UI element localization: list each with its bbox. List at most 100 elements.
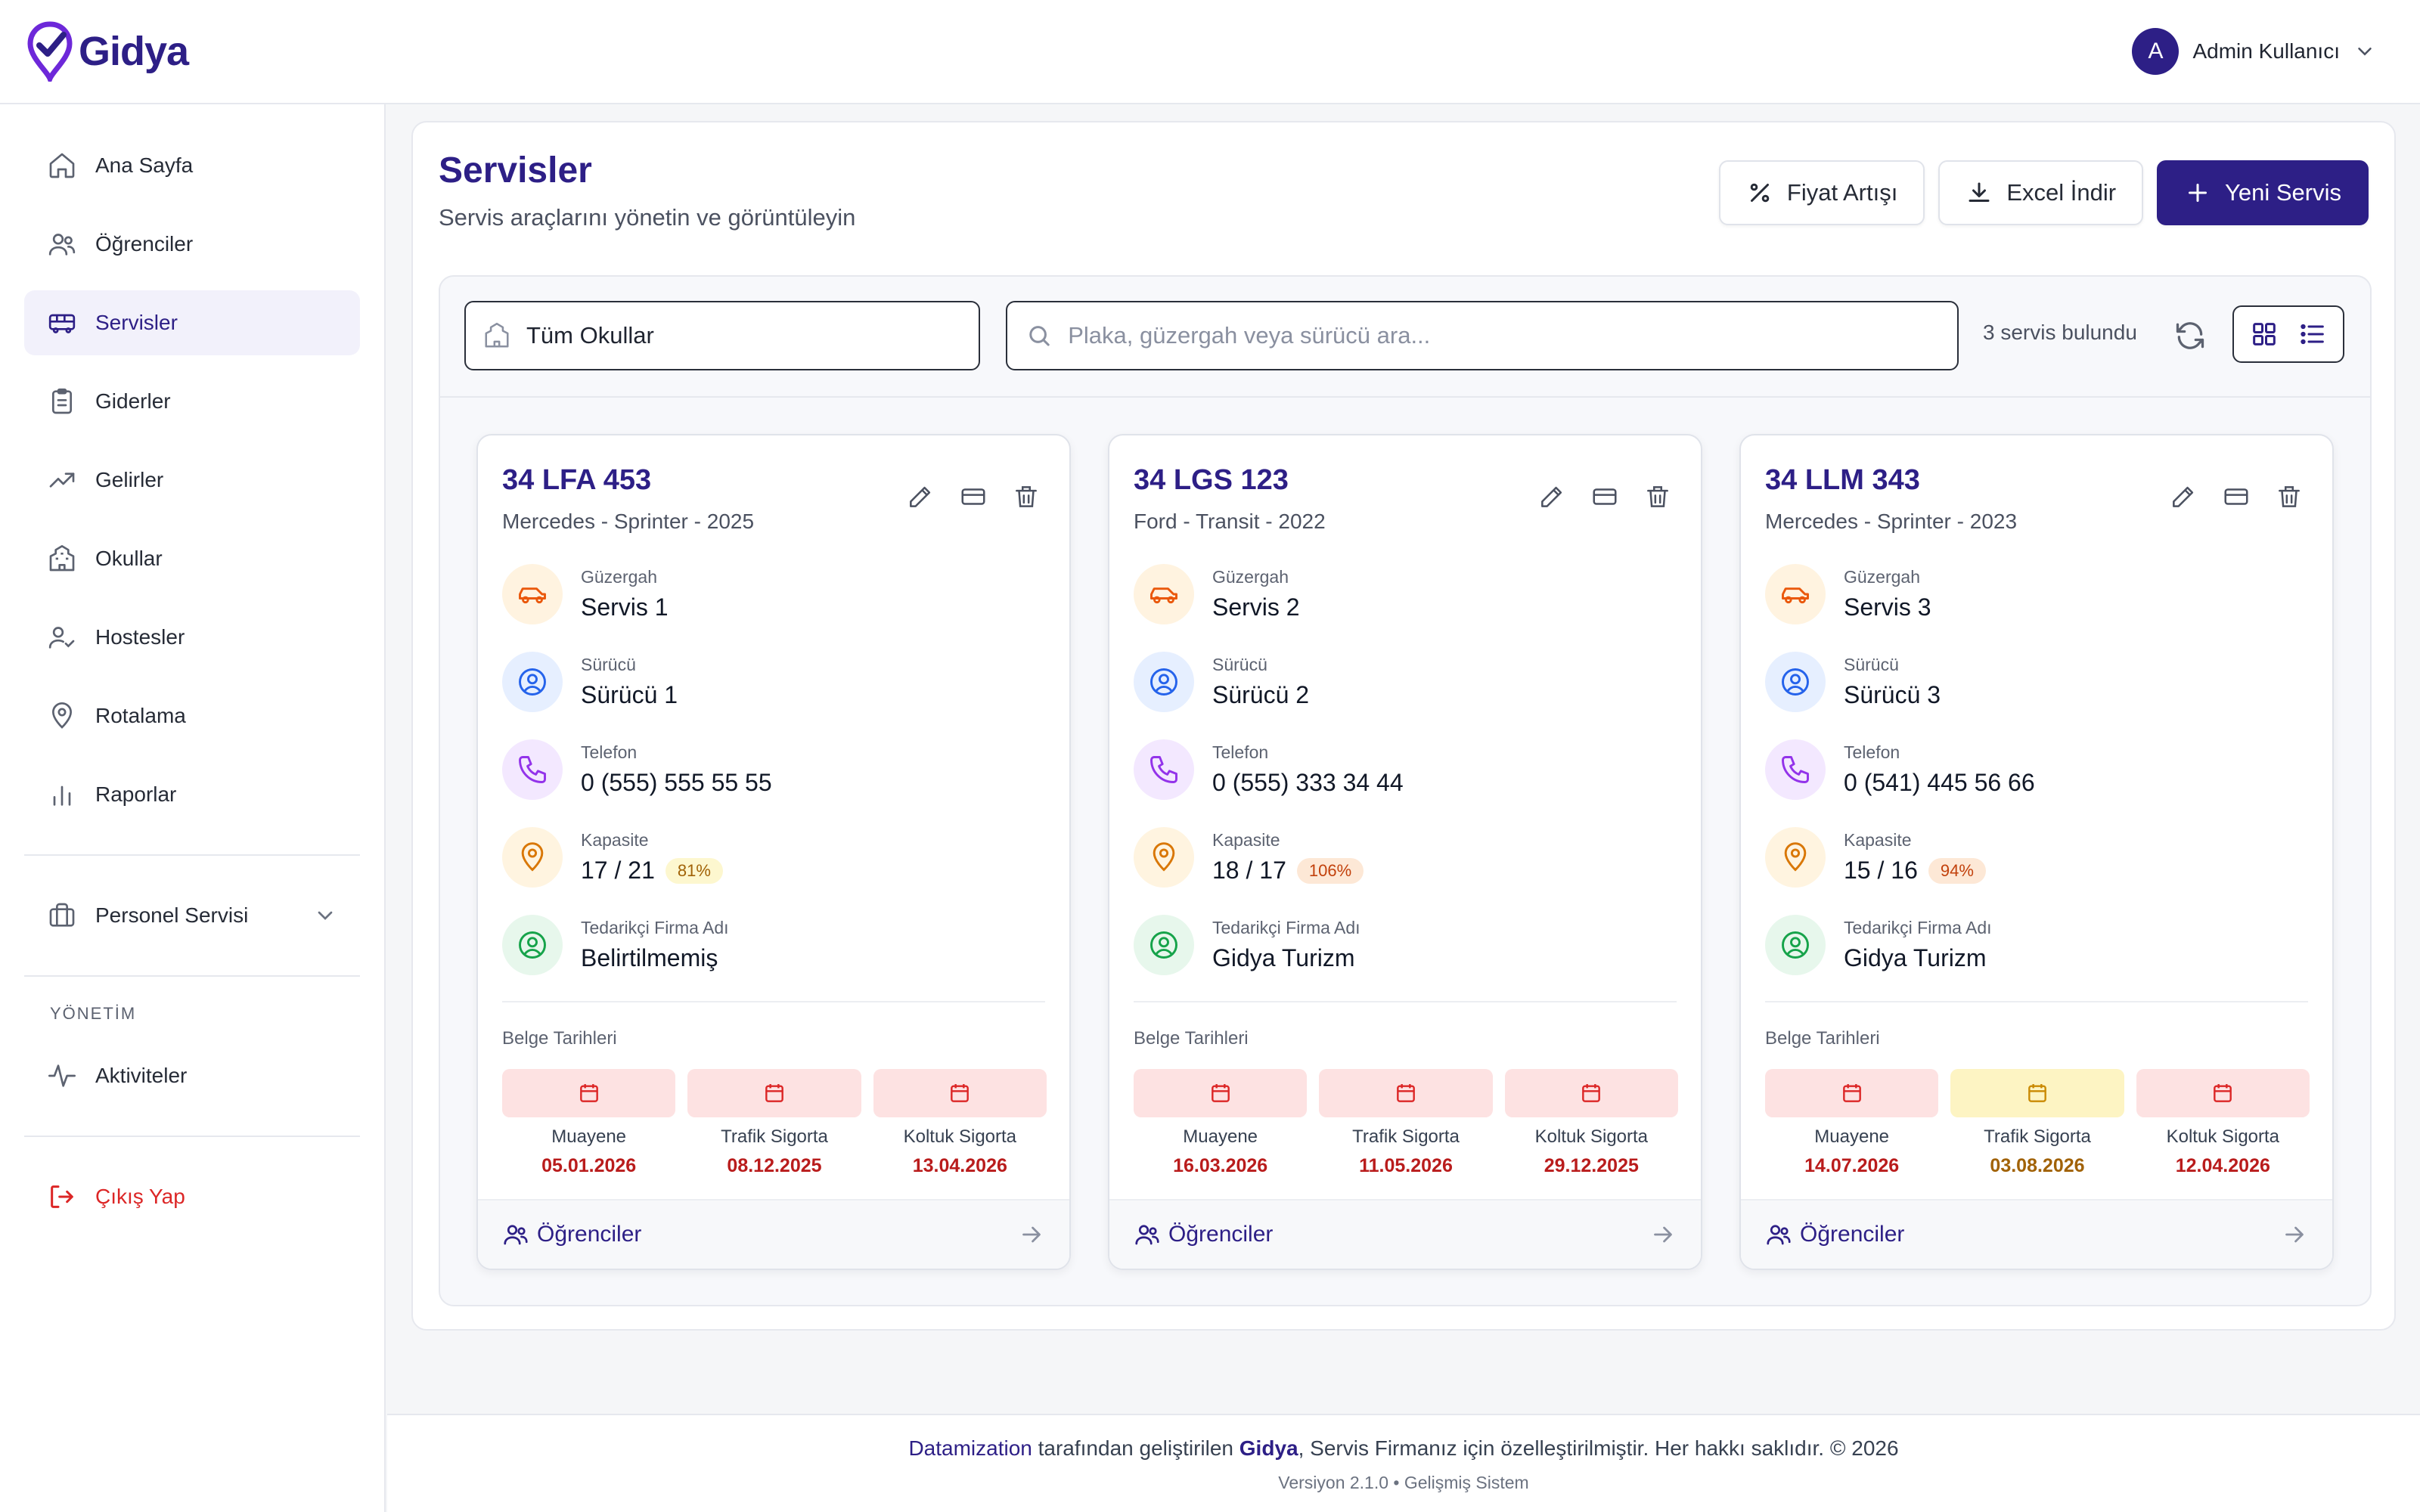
page-title: Servisler bbox=[439, 150, 592, 191]
price-increase-button[interactable]: Fiyat Artışı bbox=[1718, 160, 1925, 225]
phone-value: 0 (555) 555 55 55 bbox=[581, 769, 772, 796]
supplier-info: Tedarikçi Firma Adı Gidya Turizm bbox=[1765, 915, 1992, 975]
card-actions bbox=[1537, 482, 1672, 511]
info-label: Tedarikçi Firma Adı bbox=[581, 918, 729, 937]
info-label: Telefon bbox=[581, 742, 638, 762]
school-select-value: Tüm Okullar bbox=[526, 322, 654, 349]
supplier-value: Belirtilmemiş bbox=[581, 944, 718, 971]
sidebar-item-hostesses[interactable]: Hostesler bbox=[24, 605, 360, 670]
driver-info: Sürücü Sürücü 2 bbox=[1134, 652, 1309, 712]
edit-icon[interactable] bbox=[1537, 482, 1566, 511]
chevron-down-icon bbox=[2358, 48, 2372, 56]
sidebar-item-home[interactable]: Ana Sayfa bbox=[24, 133, 360, 198]
map-pin-icon bbox=[1134, 827, 1194, 888]
trash-icon[interactable] bbox=[1643, 482, 1672, 511]
service-card[interactable]: 34 LFA 453 Mercedes - Sprinter - 2025 Gü… bbox=[476, 434, 1071, 1270]
brand[interactable]: Gidya bbox=[26, 21, 189, 82]
docs-label: Belge Tarihleri bbox=[1134, 1028, 1249, 1049]
service-card[interactable]: 34 LLM 343 Mercedes - Sprinter - 2023 Gü… bbox=[1739, 434, 2334, 1270]
info-label: Kapasite bbox=[581, 830, 649, 850]
footer-version: Versiyon 2.1.0 • Gelişmiş Sistem bbox=[1278, 1473, 1529, 1492]
sidebar-item-income[interactable]: Gelirler bbox=[24, 448, 360, 513]
sidebar-item-personnel[interactable]: Personel Servisi bbox=[24, 883, 360, 948]
route-value: Servis 1 bbox=[581, 593, 669, 621]
sidebar-item-services[interactable]: Servisler bbox=[24, 290, 360, 355]
doc-name: Muayene bbox=[1183, 1126, 1258, 1147]
school-select[interactable]: Tüm Okullar bbox=[464, 301, 980, 370]
card-payment-icon[interactable] bbox=[959, 482, 988, 511]
doc-date: 12.04.2026 bbox=[2175, 1155, 2270, 1176]
refresh-icon[interactable] bbox=[2173, 319, 2207, 352]
sidebar-item-expenses[interactable]: Giderler bbox=[24, 369, 360, 434]
arrow-right-icon bbox=[1654, 1226, 1672, 1243]
doc-name: Koltuk Sigorta bbox=[2166, 1126, 2280, 1147]
sidebar: Ana Sayfa Öğrenciler Servisler Giderler … bbox=[0, 104, 386, 1512]
route-value: Servis 3 bbox=[1844, 593, 1931, 621]
button-label: Yeni Servis bbox=[2225, 179, 2341, 206]
excel-download-button[interactable]: Excel İndir bbox=[1938, 160, 2144, 225]
doc-name: Trafik Sigorta bbox=[1984, 1126, 2091, 1147]
edit-icon[interactable] bbox=[906, 482, 935, 511]
users-icon bbox=[1767, 1225, 1791, 1245]
car-icon bbox=[1765, 564, 1826, 624]
sidebar-item-schools[interactable]: Okullar bbox=[24, 526, 360, 591]
doc-date: 03.08.2026 bbox=[1990, 1155, 2085, 1176]
doc-name: Koltuk Sigorta bbox=[903, 1126, 1017, 1147]
doc-seat-insurance[interactable]: Koltuk Sigorta 12.04.2026 bbox=[2136, 1069, 2310, 1177]
logo-icon bbox=[27, 21, 73, 82]
doc-inspection[interactable]: Muayene 16.03.2026 bbox=[1134, 1069, 1308, 1177]
sidebar-item-students[interactable]: Öğrenciler bbox=[24, 212, 360, 277]
new-service-button[interactable]: Yeni Servis bbox=[2157, 160, 2369, 225]
doc-seat-insurance[interactable]: Koltuk Sigorta 13.04.2026 bbox=[873, 1069, 1047, 1177]
sidebar-item-label: Hostesler bbox=[95, 625, 185, 649]
doc-traffic-insurance[interactable]: Trafik Sigorta 11.05.2026 bbox=[1319, 1069, 1493, 1177]
card-payment-icon[interactable] bbox=[1590, 482, 1619, 511]
students-link[interactable]: Öğrenciler bbox=[478, 1199, 1069, 1269]
driver-value: Sürücü 1 bbox=[581, 681, 678, 708]
button-label: Excel İndir bbox=[2006, 179, 2117, 206]
list-view-icon[interactable] bbox=[2297, 319, 2328, 349]
view-toggle bbox=[2232, 305, 2344, 363]
bar-chart-icon bbox=[53, 785, 71, 806]
supplier-info: Tedarikçi Firma Adı Belirtilmemiş bbox=[502, 915, 729, 975]
info-label: Sürücü bbox=[581, 655, 636, 674]
sidebar-item-label: Gelirler bbox=[95, 468, 164, 491]
doc-traffic-insurance[interactable]: Trafik Sigorta 08.12.2025 bbox=[687, 1069, 861, 1177]
sidebar-item-activities[interactable]: Aktiviteler bbox=[24, 1043, 360, 1108]
doc-inspection[interactable]: Muayene 05.01.2026 bbox=[502, 1069, 676, 1177]
footer-text: tarafından geliştirilen bbox=[1032, 1436, 1239, 1460]
document-dates: Muayene 05.01.2026 Trafik Sigorta 08.12.… bbox=[502, 1069, 1047, 1177]
percent-icon bbox=[1750, 183, 1770, 203]
sidebar-item-logout[interactable]: Çıkış Yap bbox=[24, 1164, 360, 1229]
students-link[interactable]: Öğrenciler bbox=[1741, 1199, 2332, 1269]
calendar-icon bbox=[687, 1069, 861, 1117]
edit-icon[interactable] bbox=[2169, 482, 2198, 511]
user-check-icon bbox=[48, 627, 75, 649]
page-subtitle: Servis araçlarını yönetin ve görüntüleyi… bbox=[439, 204, 856, 231]
users-icon bbox=[1135, 1225, 1159, 1245]
sidebar-item-reports[interactable]: Raporlar bbox=[24, 762, 360, 827]
doc-inspection[interactable]: Muayene 14.07.2026 bbox=[1765, 1069, 1939, 1177]
sidebar-item-label: Ana Sayfa bbox=[95, 153, 194, 177]
user-menu[interactable]: A Admin Kullanıcı bbox=[2132, 28, 2394, 75]
school-icon bbox=[485, 322, 509, 348]
services-container: Tüm Okullar 3 servis bulundu 34 LFA 453 … bbox=[439, 275, 2372, 1306]
phone-value: 0 (541) 445 56 66 bbox=[1844, 769, 2035, 796]
grid-view-icon[interactable] bbox=[2249, 319, 2279, 349]
user-name: Admin Kullanıcı bbox=[2192, 39, 2340, 63]
sidebar-item-routing[interactable]: Rotalama bbox=[24, 683, 360, 748]
search-input[interactable] bbox=[1068, 322, 1939, 349]
user-circle-icon bbox=[502, 915, 563, 975]
phone-icon bbox=[1765, 739, 1826, 800]
card-payment-icon[interactable] bbox=[2222, 482, 2251, 511]
footer-company[interactable]: Datamization bbox=[908, 1436, 1032, 1460]
footer-text: , Servis Firmanız için özelleştirilmişti… bbox=[1298, 1436, 1899, 1460]
card-divider bbox=[502, 1001, 1045, 1002]
students-link[interactable]: Öğrenciler bbox=[1109, 1199, 1701, 1269]
trash-icon[interactable] bbox=[1012, 482, 1041, 511]
service-model: Mercedes - Sprinter - 2025 bbox=[502, 510, 755, 533]
service-card[interactable]: 34 LGS 123 Ford - Transit - 2022 Güzerga… bbox=[1108, 434, 1702, 1270]
trash-icon[interactable] bbox=[2275, 482, 2304, 511]
doc-seat-insurance[interactable]: Koltuk Sigorta 29.12.2025 bbox=[1504, 1069, 1678, 1177]
doc-traffic-insurance[interactable]: Trafik Sigorta 03.08.2026 bbox=[1950, 1069, 2124, 1177]
